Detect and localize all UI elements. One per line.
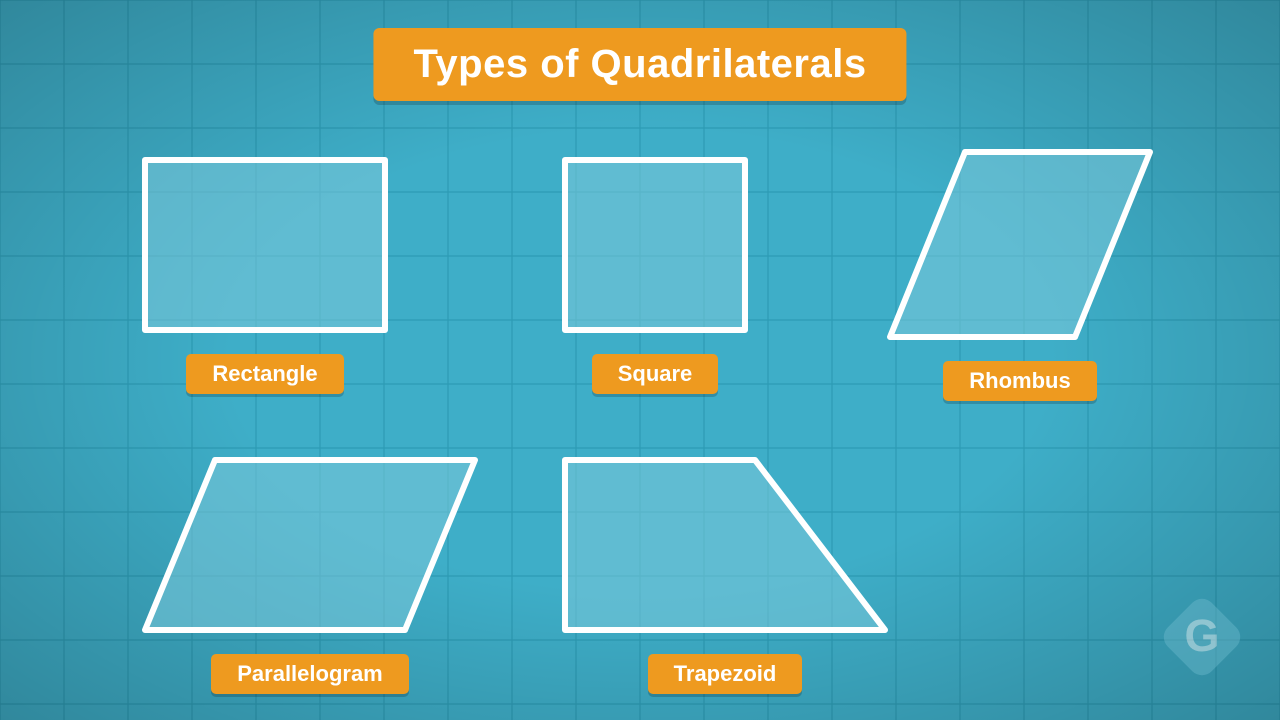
parallelogram-group: Parallelogram: [135, 450, 485, 694]
logo-badge: G: [1152, 587, 1252, 692]
square-shape: [555, 150, 755, 340]
rectangle-label: Rectangle: [186, 354, 343, 394]
title-banner: Types of Quadrilaterals: [373, 28, 906, 101]
trapezoid-group: Trapezoid: [555, 450, 895, 694]
parallelogram-label: Parallelogram: [211, 654, 409, 694]
rectangle-shape: [135, 150, 395, 340]
square-group: Square: [555, 150, 755, 394]
rectangle-group: Rectangle: [135, 150, 395, 394]
trapezoid-label: Trapezoid: [648, 654, 803, 694]
trapezoid-shape: [555, 450, 895, 640]
diagram-stage: Types of Quadrilaterals Rectangle Square R…: [0, 0, 1280, 720]
rhombus-shape: [880, 142, 1160, 347]
square-label: Square: [592, 354, 719, 394]
svg-text:G: G: [1184, 610, 1219, 661]
rhombus-label: Rhombus: [943, 361, 1096, 401]
title-text: Types of Quadrilaterals: [413, 42, 866, 86]
parallelogram-shape: [135, 450, 485, 640]
rhombus-group: Rhombus: [880, 142, 1160, 401]
